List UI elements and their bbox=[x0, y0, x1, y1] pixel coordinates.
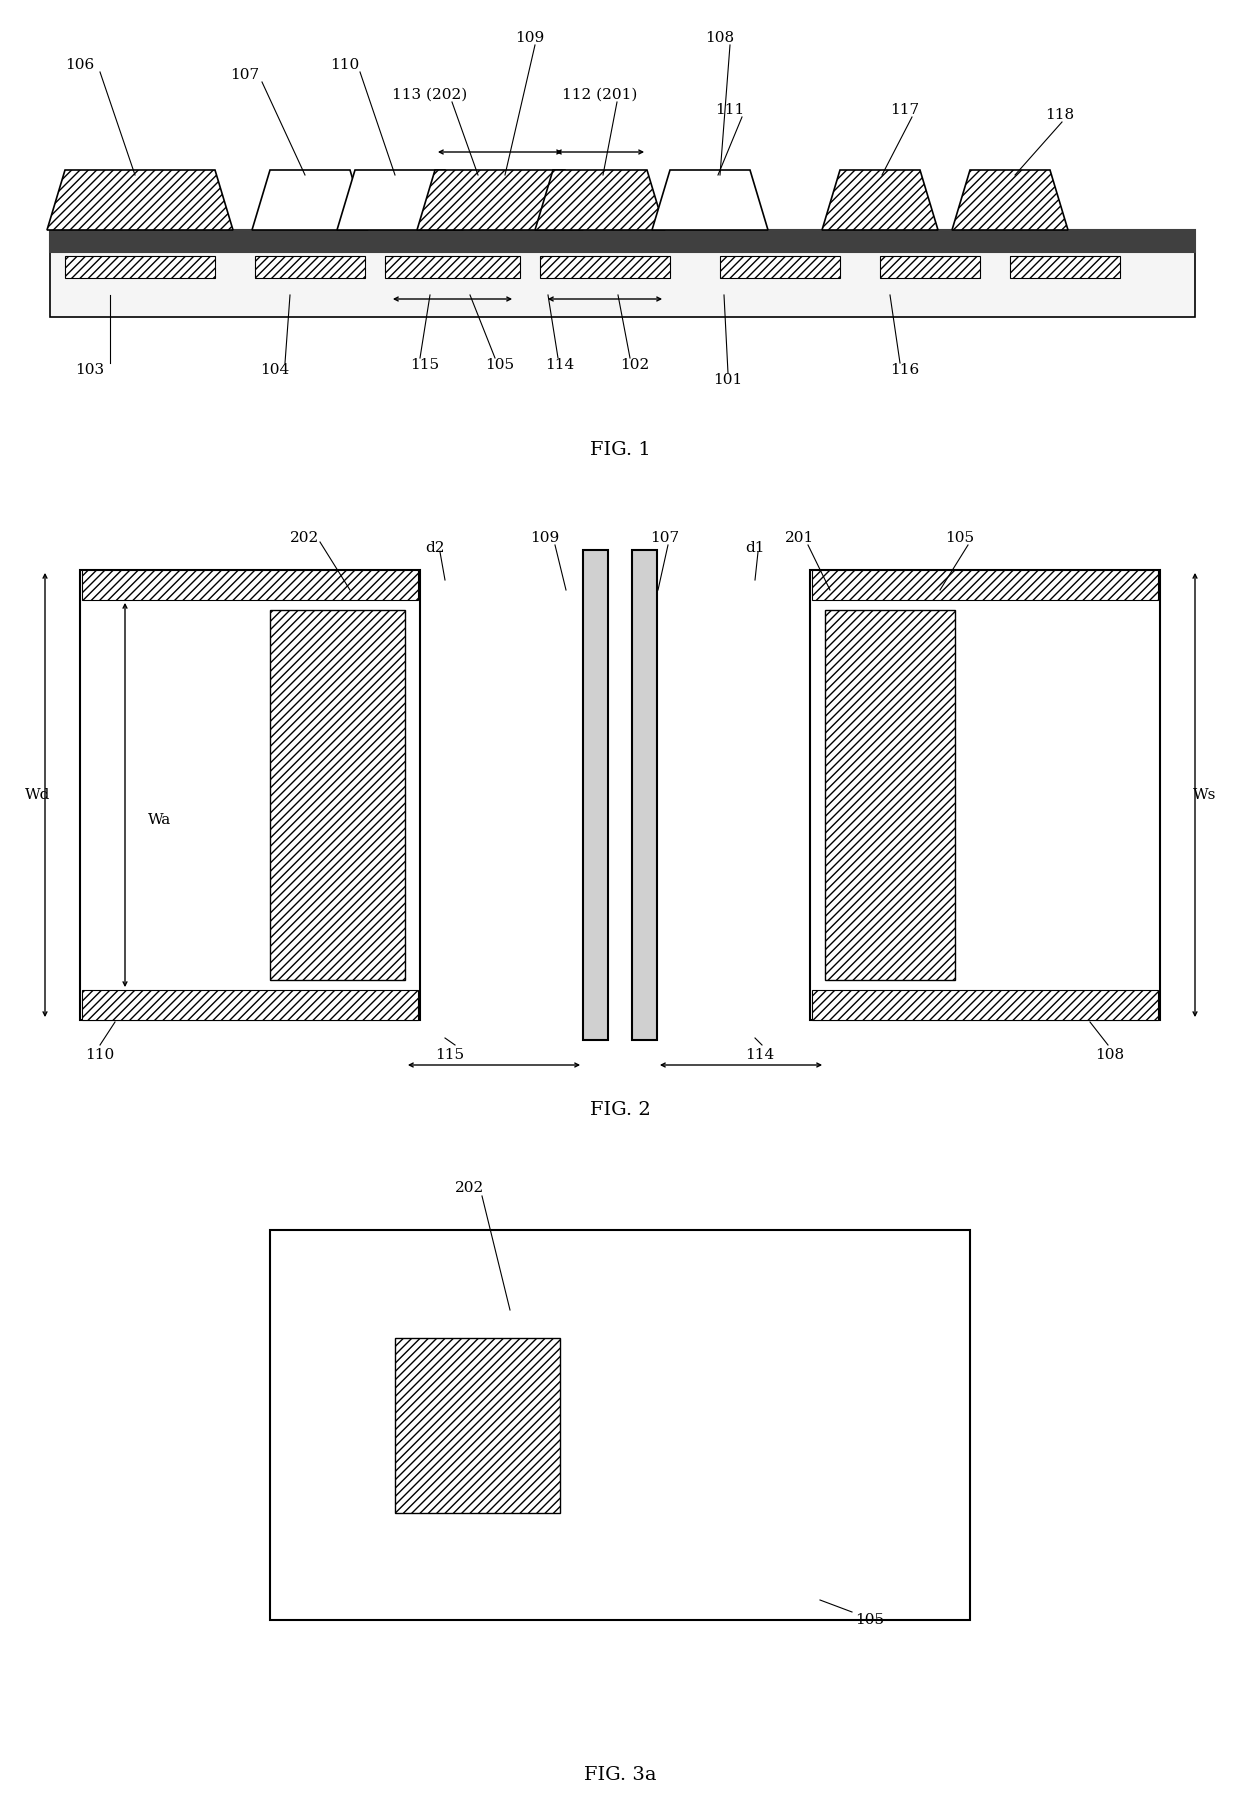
Text: 106: 106 bbox=[66, 58, 94, 72]
Bar bbox=[270, 611, 405, 980]
Text: 107: 107 bbox=[651, 532, 680, 544]
Text: 103: 103 bbox=[76, 362, 104, 377]
Polygon shape bbox=[652, 169, 768, 231]
Text: 111: 111 bbox=[715, 103, 745, 117]
Polygon shape bbox=[534, 169, 665, 231]
Text: FIG. 2: FIG. 2 bbox=[590, 1101, 650, 1119]
Bar bbox=[1011, 256, 1120, 278]
Text: 114: 114 bbox=[546, 359, 574, 371]
Text: Ws: Ws bbox=[1193, 787, 1216, 802]
Text: 101: 101 bbox=[713, 373, 743, 387]
Bar bbox=[812, 569, 1158, 600]
Bar bbox=[82, 569, 418, 600]
Text: 114: 114 bbox=[745, 1049, 775, 1061]
Text: 105: 105 bbox=[945, 532, 975, 544]
Bar bbox=[720, 256, 839, 278]
Bar bbox=[825, 611, 955, 980]
Polygon shape bbox=[47, 169, 233, 231]
Text: 113 (202): 113 (202) bbox=[392, 88, 467, 103]
Text: 110: 110 bbox=[86, 1049, 114, 1061]
Text: 105: 105 bbox=[485, 359, 515, 371]
Bar bbox=[384, 256, 520, 278]
Bar bbox=[81, 569, 420, 1020]
Polygon shape bbox=[417, 169, 583, 231]
Bar bbox=[396, 1339, 560, 1514]
Text: 118: 118 bbox=[1045, 108, 1075, 123]
Text: 104: 104 bbox=[260, 362, 290, 377]
Text: 115: 115 bbox=[410, 359, 439, 371]
Text: 202: 202 bbox=[455, 1180, 485, 1195]
Text: 112 (201): 112 (201) bbox=[562, 88, 637, 103]
Text: 102: 102 bbox=[620, 359, 650, 371]
Bar bbox=[812, 989, 1158, 1020]
Text: d1: d1 bbox=[745, 541, 765, 555]
Text: d2: d2 bbox=[425, 541, 445, 555]
Text: 116: 116 bbox=[890, 362, 920, 377]
Text: FIG. 1: FIG. 1 bbox=[590, 441, 650, 460]
Bar bbox=[583, 550, 608, 1040]
Text: 110: 110 bbox=[330, 58, 360, 72]
Bar bbox=[64, 256, 215, 278]
Text: 109: 109 bbox=[516, 31, 544, 45]
Bar bbox=[632, 550, 657, 1040]
Polygon shape bbox=[337, 169, 463, 231]
Bar bbox=[810, 569, 1159, 1020]
Polygon shape bbox=[822, 169, 937, 231]
Polygon shape bbox=[252, 169, 368, 231]
Bar bbox=[50, 231, 1195, 252]
Text: 108: 108 bbox=[1095, 1049, 1125, 1061]
Bar bbox=[82, 989, 418, 1020]
Bar bbox=[270, 1231, 970, 1620]
Bar bbox=[255, 256, 365, 278]
Polygon shape bbox=[952, 169, 1068, 231]
Text: 115: 115 bbox=[435, 1049, 465, 1061]
Text: Wa: Wa bbox=[149, 813, 171, 827]
Text: 107: 107 bbox=[231, 68, 259, 83]
Text: 202: 202 bbox=[290, 532, 320, 544]
Bar bbox=[539, 256, 670, 278]
Text: 201: 201 bbox=[785, 532, 815, 544]
Bar bbox=[880, 256, 980, 278]
Text: 108: 108 bbox=[706, 31, 734, 45]
Text: 105: 105 bbox=[856, 1613, 884, 1627]
Text: 109: 109 bbox=[531, 532, 559, 544]
Bar bbox=[50, 252, 1195, 317]
Text: 117: 117 bbox=[890, 103, 920, 117]
Text: Wd: Wd bbox=[25, 787, 51, 802]
Text: FIG. 3a: FIG. 3a bbox=[584, 1766, 656, 1784]
